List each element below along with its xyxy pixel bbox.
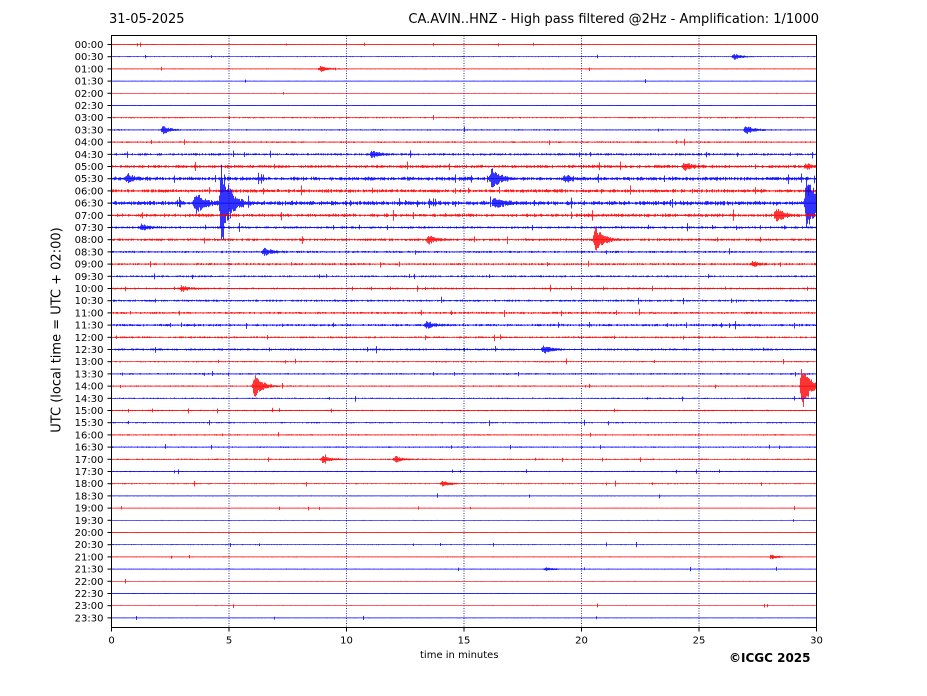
y-tick-label: 23:30 [75,613,104,624]
y-tick-label: 22:00 [75,577,104,588]
y-tick-label: 04:30 [75,150,104,161]
y-tick-label: 21:30 [75,565,104,576]
y-tick-label: 07:30 [75,223,104,234]
y-tick-label: 18:30 [75,491,104,502]
y-tick-label: 04:00 [75,138,104,149]
y-tick-label: 23:00 [75,601,104,612]
y-tick-label: 13:30 [75,369,104,380]
x-tick-label: 0 [108,636,114,647]
y-tick-label: 05:00 [75,162,104,173]
y-tick-label: 21:00 [75,552,104,563]
y-tick-label: 14:00 [75,382,104,393]
y-tick-label: 09:00 [75,260,104,271]
y-tick-label: 08:00 [75,235,104,246]
y-tick-label: 15:00 [75,406,104,417]
y-tick-label: 11:00 [75,308,104,319]
y-tick-label: 00:30 [75,52,104,63]
y-tick-label: 01:00 [75,64,104,75]
y-tick-label: 17:30 [75,467,104,478]
y-tick-label: 16:00 [75,430,104,441]
y-tick-label: 03:30 [75,125,104,136]
y-tick-label: 03:00 [75,113,104,124]
y-tick-label: 12:30 [75,345,104,356]
y-tick-label: 13:00 [75,357,104,368]
y-tick-label: 22:30 [75,589,104,600]
y-tick-label: 16:30 [75,443,104,454]
y-tick-label: 08:30 [75,247,104,258]
y-axis-label: UTC (local time = UTC + 02:00) [49,227,65,433]
y-tick-label: 10:00 [75,284,104,295]
y-tick-label: 20:00 [75,528,104,539]
trace-1200 [111,334,817,342]
x-tick-label: 25 [693,636,706,647]
copyright-label: ©ICGC 2025 [729,651,811,665]
y-tick-label: 09:30 [75,272,104,283]
y-tick-label: 19:30 [75,516,104,527]
y-tick-label: 06:00 [75,186,104,197]
chart-date: 31-05-2025 [109,12,185,27]
x-tick-label: 30 [810,636,823,647]
y-tick-label: 01:30 [75,77,104,88]
y-tick-label: 18:00 [75,479,104,490]
y-tick-label: 17:00 [75,455,104,466]
x-axis-label: time in minutes [420,650,499,661]
chart-title: CA.AVIN..HNZ - High pass filtered @2Hz -… [408,12,819,27]
y-tick-label: 12:00 [75,333,104,344]
x-tick-label: 15 [458,636,471,647]
x-tick-label: 10 [340,636,353,647]
y-tick-label: 05:30 [75,174,104,185]
y-tick-label: 00:00 [75,40,104,51]
y-tick-label: 19:00 [75,504,104,515]
y-tick-label: 07:00 [75,211,104,222]
y-tick-label: 14:30 [75,394,104,405]
y-tick-label: 06:30 [75,199,104,210]
y-tick-label: 15:30 [75,418,104,429]
y-tick-label: 02:00 [75,89,104,100]
minute-gridlines [228,35,700,628]
y-tick-label: 11:30 [75,321,104,332]
x-tick-label: 20 [575,636,588,647]
y-tick-label: 10:30 [75,296,104,307]
x-tick-label: 5 [226,636,232,647]
y-tick-label: 20:30 [75,540,104,551]
y-tick-label: 02:30 [75,101,104,112]
x-axis-ticks: 0 5 10 15 20 25 30 [108,627,823,647]
